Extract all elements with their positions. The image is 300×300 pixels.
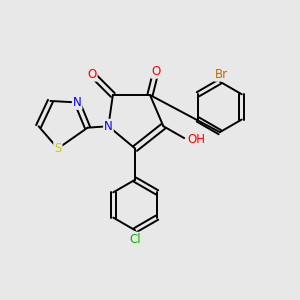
- Text: O: O: [87, 68, 97, 81]
- Text: S: S: [54, 142, 61, 155]
- Text: OH: OH: [187, 133, 205, 146]
- Text: Br: Br: [215, 68, 228, 81]
- Text: Cl: Cl: [129, 233, 141, 246]
- Text: O: O: [151, 65, 160, 78]
- Text: N: N: [104, 120, 113, 133]
- Text: N: N: [73, 96, 82, 109]
